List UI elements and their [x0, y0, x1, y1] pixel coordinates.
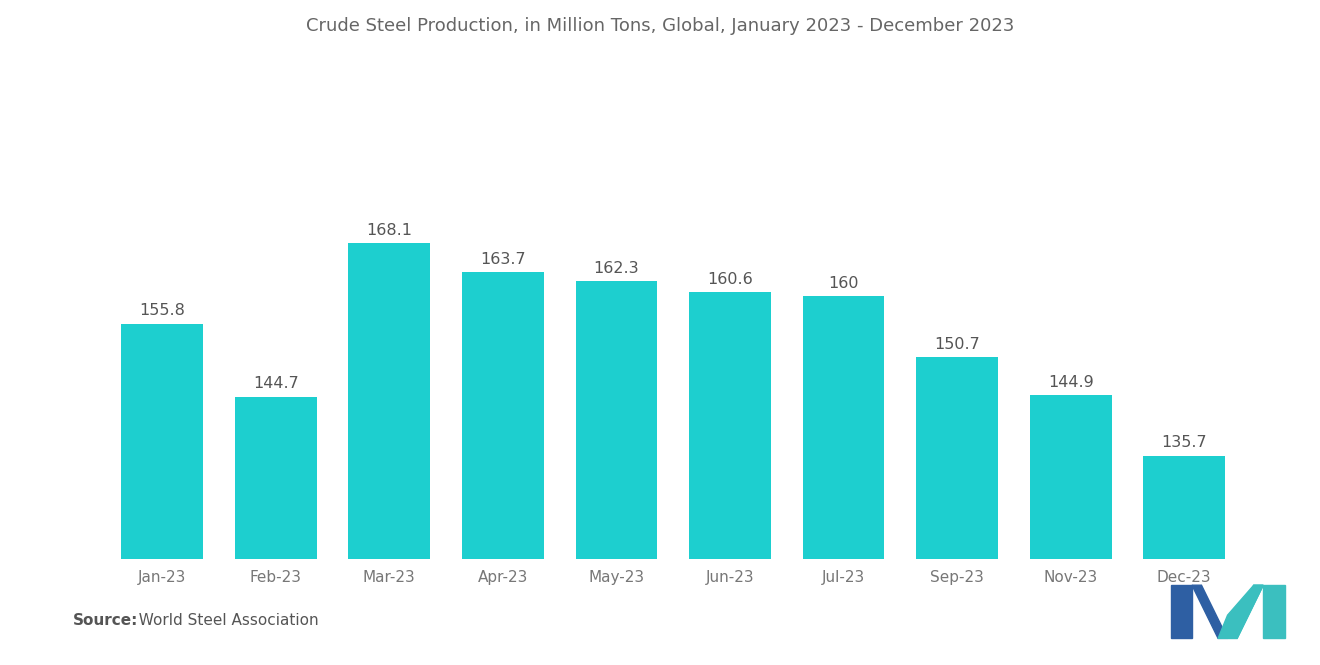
- Text: 160: 160: [829, 276, 859, 291]
- Bar: [462, 272, 544, 665]
- Polygon shape: [1263, 585, 1284, 638]
- Text: Source:: Source:: [73, 613, 139, 628]
- Bar: [916, 357, 998, 665]
- Polygon shape: [1218, 585, 1263, 638]
- Text: 160.6: 160.6: [708, 272, 752, 287]
- Bar: [1143, 456, 1225, 665]
- Text: World Steel Association: World Steel Association: [129, 613, 319, 628]
- Text: 150.7: 150.7: [935, 337, 979, 352]
- Text: 163.7: 163.7: [480, 251, 525, 267]
- Bar: [121, 324, 203, 665]
- Text: 135.7: 135.7: [1162, 436, 1206, 450]
- Bar: [576, 281, 657, 665]
- Text: Crude Steel Production, in Million Tons, Global, January 2023 - December 2023: Crude Steel Production, in Million Tons,…: [306, 17, 1014, 35]
- Polygon shape: [1171, 585, 1192, 638]
- Text: 168.1: 168.1: [366, 223, 412, 238]
- Polygon shape: [1228, 585, 1263, 638]
- Text: 144.9: 144.9: [1048, 375, 1093, 390]
- Bar: [689, 292, 771, 665]
- Text: 155.8: 155.8: [139, 303, 185, 319]
- Bar: [1030, 395, 1111, 665]
- Bar: [348, 243, 430, 665]
- Polygon shape: [1192, 585, 1228, 638]
- Text: 144.7: 144.7: [253, 376, 298, 391]
- Bar: [803, 296, 884, 665]
- Bar: [235, 396, 317, 665]
- Text: 162.3: 162.3: [594, 261, 639, 276]
